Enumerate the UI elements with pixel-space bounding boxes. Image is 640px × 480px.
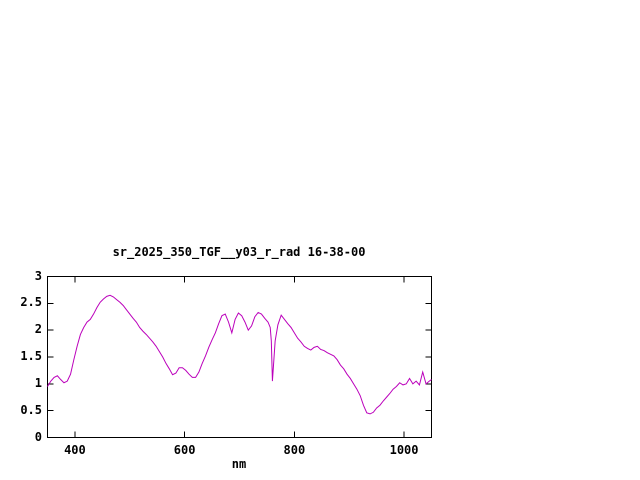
y-tick-label: 1 (34, 375, 42, 390)
x-tick-label: 400 (64, 443, 86, 457)
y-tick-label: 3 (34, 268, 42, 283)
y-tick-label: 0 (34, 429, 42, 444)
x-tick-label: 800 (283, 443, 306, 457)
y-tick-label: 2.5 (20, 295, 42, 310)
chart-title: sr_2025_350_TGF__y03_r_rad 16-38-00 (112, 245, 366, 259)
y-tick-label: 2 (34, 322, 42, 337)
x-tick-label: 600 (173, 443, 196, 457)
y-tick-label: 1.5 (20, 349, 42, 363)
x-tick-label: 1000 (389, 443, 419, 457)
plot-area (47, 276, 432, 438)
y-tick-label: 0.5 (20, 402, 42, 417)
x-axis-title: nm (231, 457, 247, 471)
